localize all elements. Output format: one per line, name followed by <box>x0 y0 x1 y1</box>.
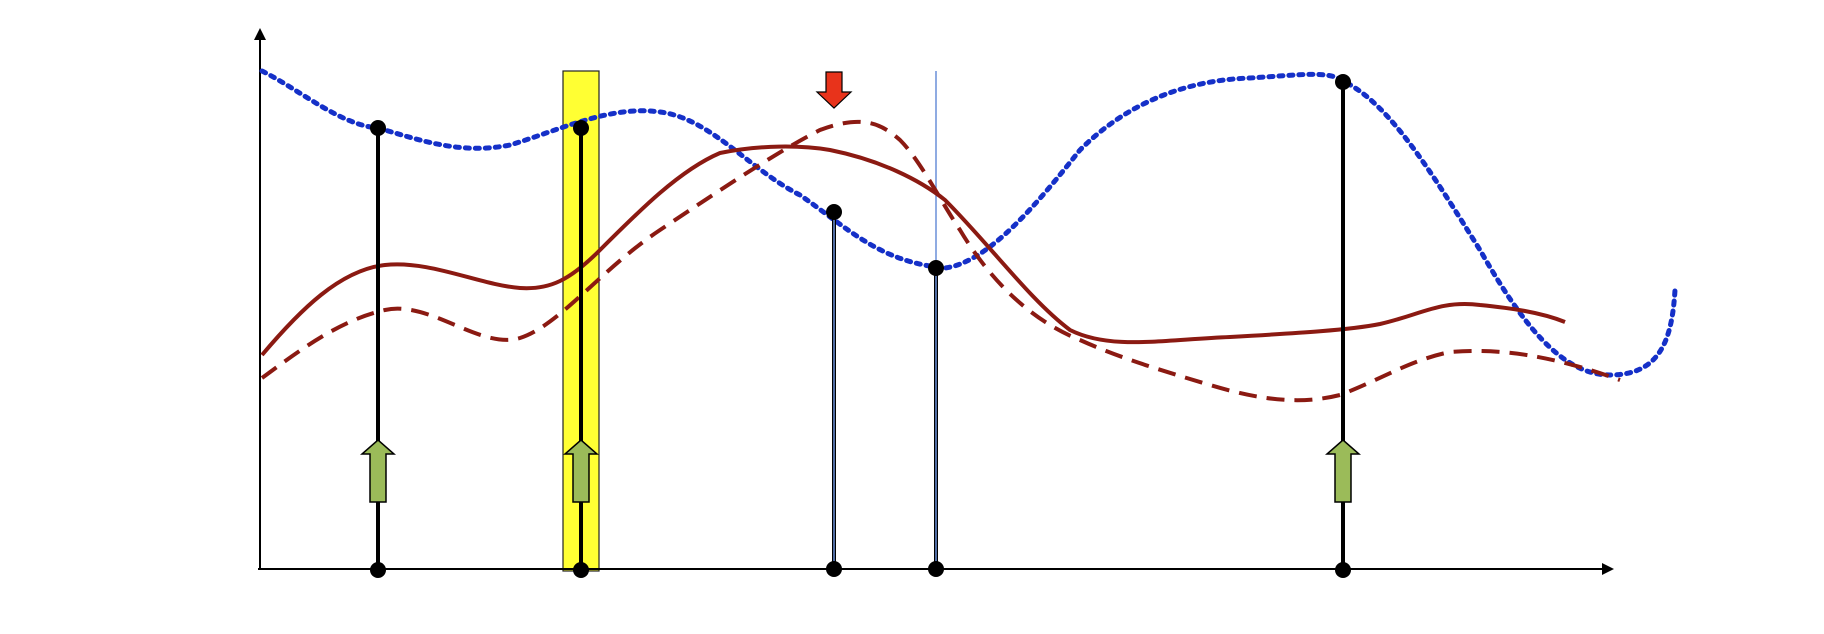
dashed-curve <box>260 119 1621 403</box>
solid-curve <box>260 144 1566 357</box>
dot-top-3 <box>826 204 842 220</box>
up-arrow-icon <box>360 439 396 503</box>
stem-dots <box>370 74 1351 578</box>
dot-bottom-2 <box>573 562 589 578</box>
dot-bottom-5 <box>1335 562 1351 578</box>
dot-bottom-4 <box>928 561 944 577</box>
dot-top-2 <box>573 120 589 136</box>
dot-bottom-3 <box>826 561 842 577</box>
dot-top-1 <box>370 120 386 136</box>
dot-bottom-1 <box>370 562 386 578</box>
dot-top-5 <box>1335 74 1351 90</box>
up-arrow-icon <box>1325 439 1361 503</box>
dot-top-4 <box>928 260 944 276</box>
dotted-curve <box>259 68 1678 378</box>
up-arrow-icon <box>563 439 599 503</box>
down-arrow-icon <box>815 71 853 109</box>
